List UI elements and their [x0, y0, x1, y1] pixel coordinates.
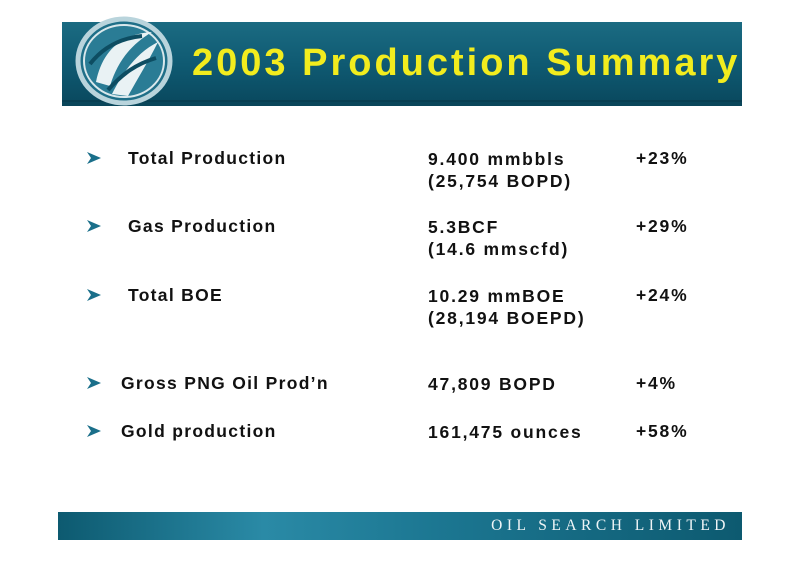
title-bar: 2003 Production Summary	[62, 22, 742, 106]
arrow-bullet-icon	[87, 425, 101, 437]
row-change: +24%	[636, 285, 689, 305]
footer-bar: OIL SEARCH LIMITED	[58, 512, 742, 540]
row-change: +29%	[636, 216, 689, 236]
arrow-bullet-icon	[87, 377, 101, 389]
row-value: 9.400 mmbbls (25,754 BOPD)	[428, 148, 572, 192]
row-value-line2: (25,754 BOPD)	[428, 171, 573, 191]
arrow-bullet-icon	[87, 289, 101, 301]
page-title: 2003 Production Summary	[192, 42, 741, 84]
row-change: +4%	[636, 373, 677, 393]
row-label: Gas Production	[128, 216, 277, 236]
row-value-line1: 47,809 BOPD	[428, 374, 557, 394]
row-value-line2: (14.6 mmscfd)	[428, 239, 570, 259]
row-label: Total Production	[128, 148, 287, 168]
row-value: 161,475 ounces	[428, 421, 583, 443]
row-value: 47,809 BOPD	[428, 373, 557, 395]
row-label: Gross PNG Oil Prod’n	[121, 373, 329, 393]
row-label: Total BOE	[128, 285, 223, 305]
row-value-line2: (28,194 BOEPD)	[428, 308, 586, 328]
arrow-bullet-icon	[87, 152, 101, 164]
row-value-line1: 9.400 mmbbls	[428, 149, 566, 169]
row-label: Gold production	[121, 421, 277, 441]
row-value-line1: 10.29 mmBOE	[428, 286, 566, 306]
arrow-bullet-icon	[87, 220, 101, 232]
row-value-line1: 161,475 ounces	[428, 422, 583, 442]
row-value: 5.3BCF (14.6 mmscfd)	[428, 216, 569, 260]
row-change: +58%	[636, 421, 689, 441]
row-value-line1: 5.3BCF	[428, 217, 500, 237]
oil-search-logo-icon	[75, 16, 173, 106]
row-value: 10.29 mmBOE (28,194 BOEPD)	[428, 285, 585, 329]
row-change: +23%	[636, 148, 689, 168]
company-name: OIL SEARCH LIMITED	[491, 517, 730, 534]
